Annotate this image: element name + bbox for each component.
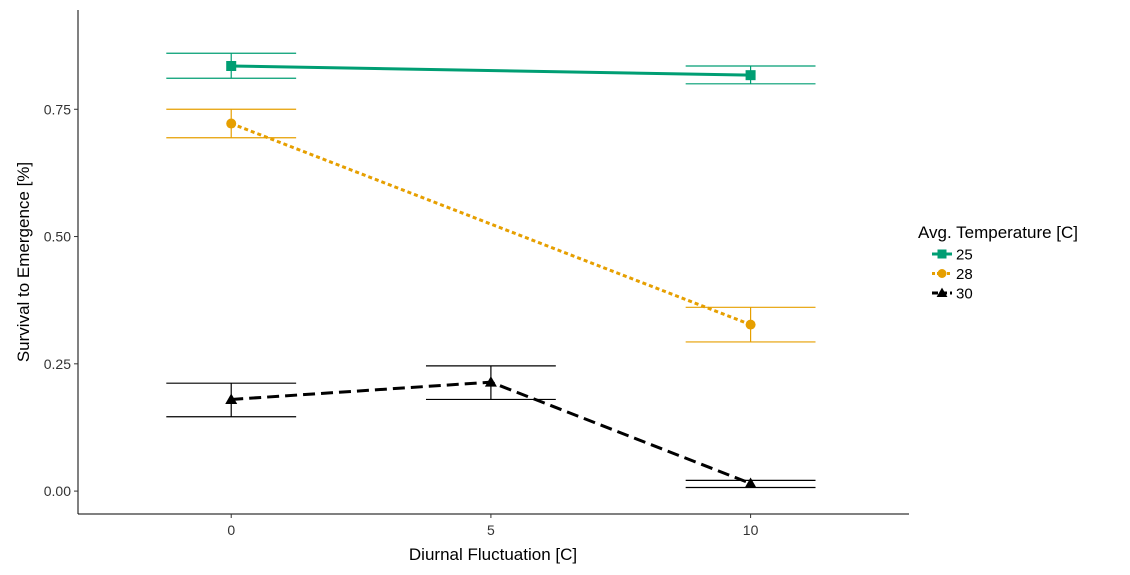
x-tick-label: 0 bbox=[227, 522, 235, 538]
data-point bbox=[484, 376, 497, 387]
legend-swatch-marker bbox=[936, 287, 948, 298]
axes bbox=[77, 10, 909, 515]
legend-title: Avg. Temperature [C] bbox=[918, 223, 1078, 242]
legend-swatch-marker bbox=[937, 249, 947, 259]
legend-label: 25 bbox=[956, 247, 973, 264]
plot-area bbox=[166, 52, 816, 489]
legend-label: 30 bbox=[956, 286, 973, 303]
legend-label: 28 bbox=[956, 266, 973, 283]
y-tick-label: 0.00 bbox=[44, 483, 71, 499]
legend-item-25: 25 bbox=[932, 247, 973, 264]
series-line bbox=[231, 64, 751, 77]
y-tick-label: 0.75 bbox=[44, 101, 71, 117]
x-tick-label: 5 bbox=[487, 522, 495, 538]
data-point bbox=[226, 118, 237, 129]
series-line bbox=[230, 122, 752, 327]
series-25 bbox=[166, 52, 816, 85]
x-axis-title: Diurnal Fluctuation [C] bbox=[409, 545, 577, 564]
series-30 bbox=[166, 365, 816, 489]
y-tick-label: 0.25 bbox=[44, 356, 71, 372]
data-point bbox=[225, 393, 238, 404]
data-point bbox=[744, 477, 757, 488]
legend: Avg. Temperature [C] 25 28 30 bbox=[918, 223, 1078, 303]
legend-item-28: 28 bbox=[932, 266, 973, 283]
x-tick-label: 10 bbox=[743, 522, 759, 538]
data-point bbox=[745, 70, 756, 81]
series-28 bbox=[166, 108, 816, 343]
data-point bbox=[745, 319, 756, 330]
legend-item-30: 30 bbox=[932, 286, 973, 303]
y-axis-title: Survival to Emergence [%] bbox=[14, 162, 33, 362]
data-point bbox=[226, 61, 237, 71]
ticks: 0 5 10 0.00 0.25 0.50 0.75 bbox=[44, 101, 759, 538]
y-tick-label: 0.50 bbox=[44, 229, 71, 245]
legend-swatch-marker bbox=[937, 269, 947, 278]
